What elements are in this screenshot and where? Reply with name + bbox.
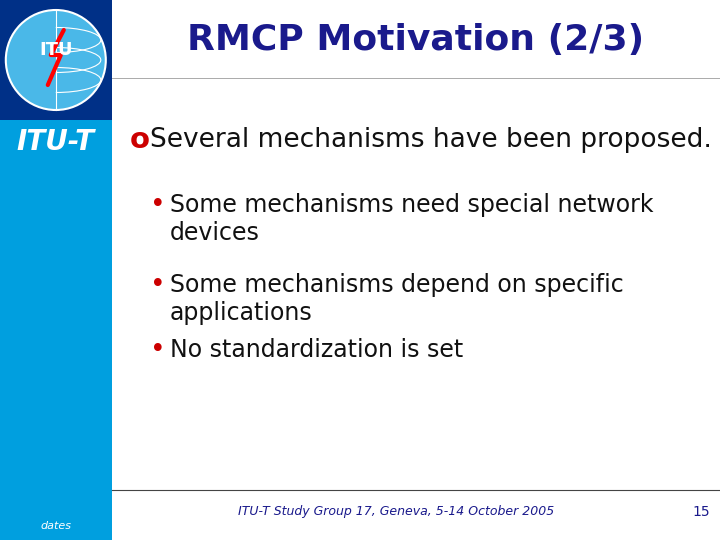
- Text: ITU: ITU: [39, 41, 73, 59]
- Text: o: o: [130, 126, 150, 154]
- Text: applications: applications: [170, 301, 312, 325]
- Text: •: •: [150, 272, 165, 298]
- Polygon shape: [0, 0, 112, 540]
- Circle shape: [6, 10, 106, 110]
- Text: devices: devices: [170, 221, 259, 245]
- Text: Several mechanisms have been proposed.: Several mechanisms have been proposed.: [150, 127, 711, 153]
- Text: •: •: [150, 337, 165, 363]
- Text: Some mechanisms need special network: Some mechanisms need special network: [170, 193, 653, 217]
- Text: ITU-T Study Group 17, Geneva, 5-14 October 2005: ITU-T Study Group 17, Geneva, 5-14 Octob…: [238, 505, 554, 518]
- Text: ITU-T: ITU-T: [17, 128, 95, 156]
- Text: •: •: [150, 192, 165, 218]
- Polygon shape: [0, 0, 112, 120]
- Text: 15: 15: [693, 505, 710, 519]
- Text: RMCP Motivation (2/3): RMCP Motivation (2/3): [187, 23, 644, 57]
- Text: dates: dates: [40, 521, 71, 531]
- Text: No standardization is set: No standardization is set: [170, 338, 463, 362]
- Text: Some mechanisms depend on specific: Some mechanisms depend on specific: [170, 273, 624, 297]
